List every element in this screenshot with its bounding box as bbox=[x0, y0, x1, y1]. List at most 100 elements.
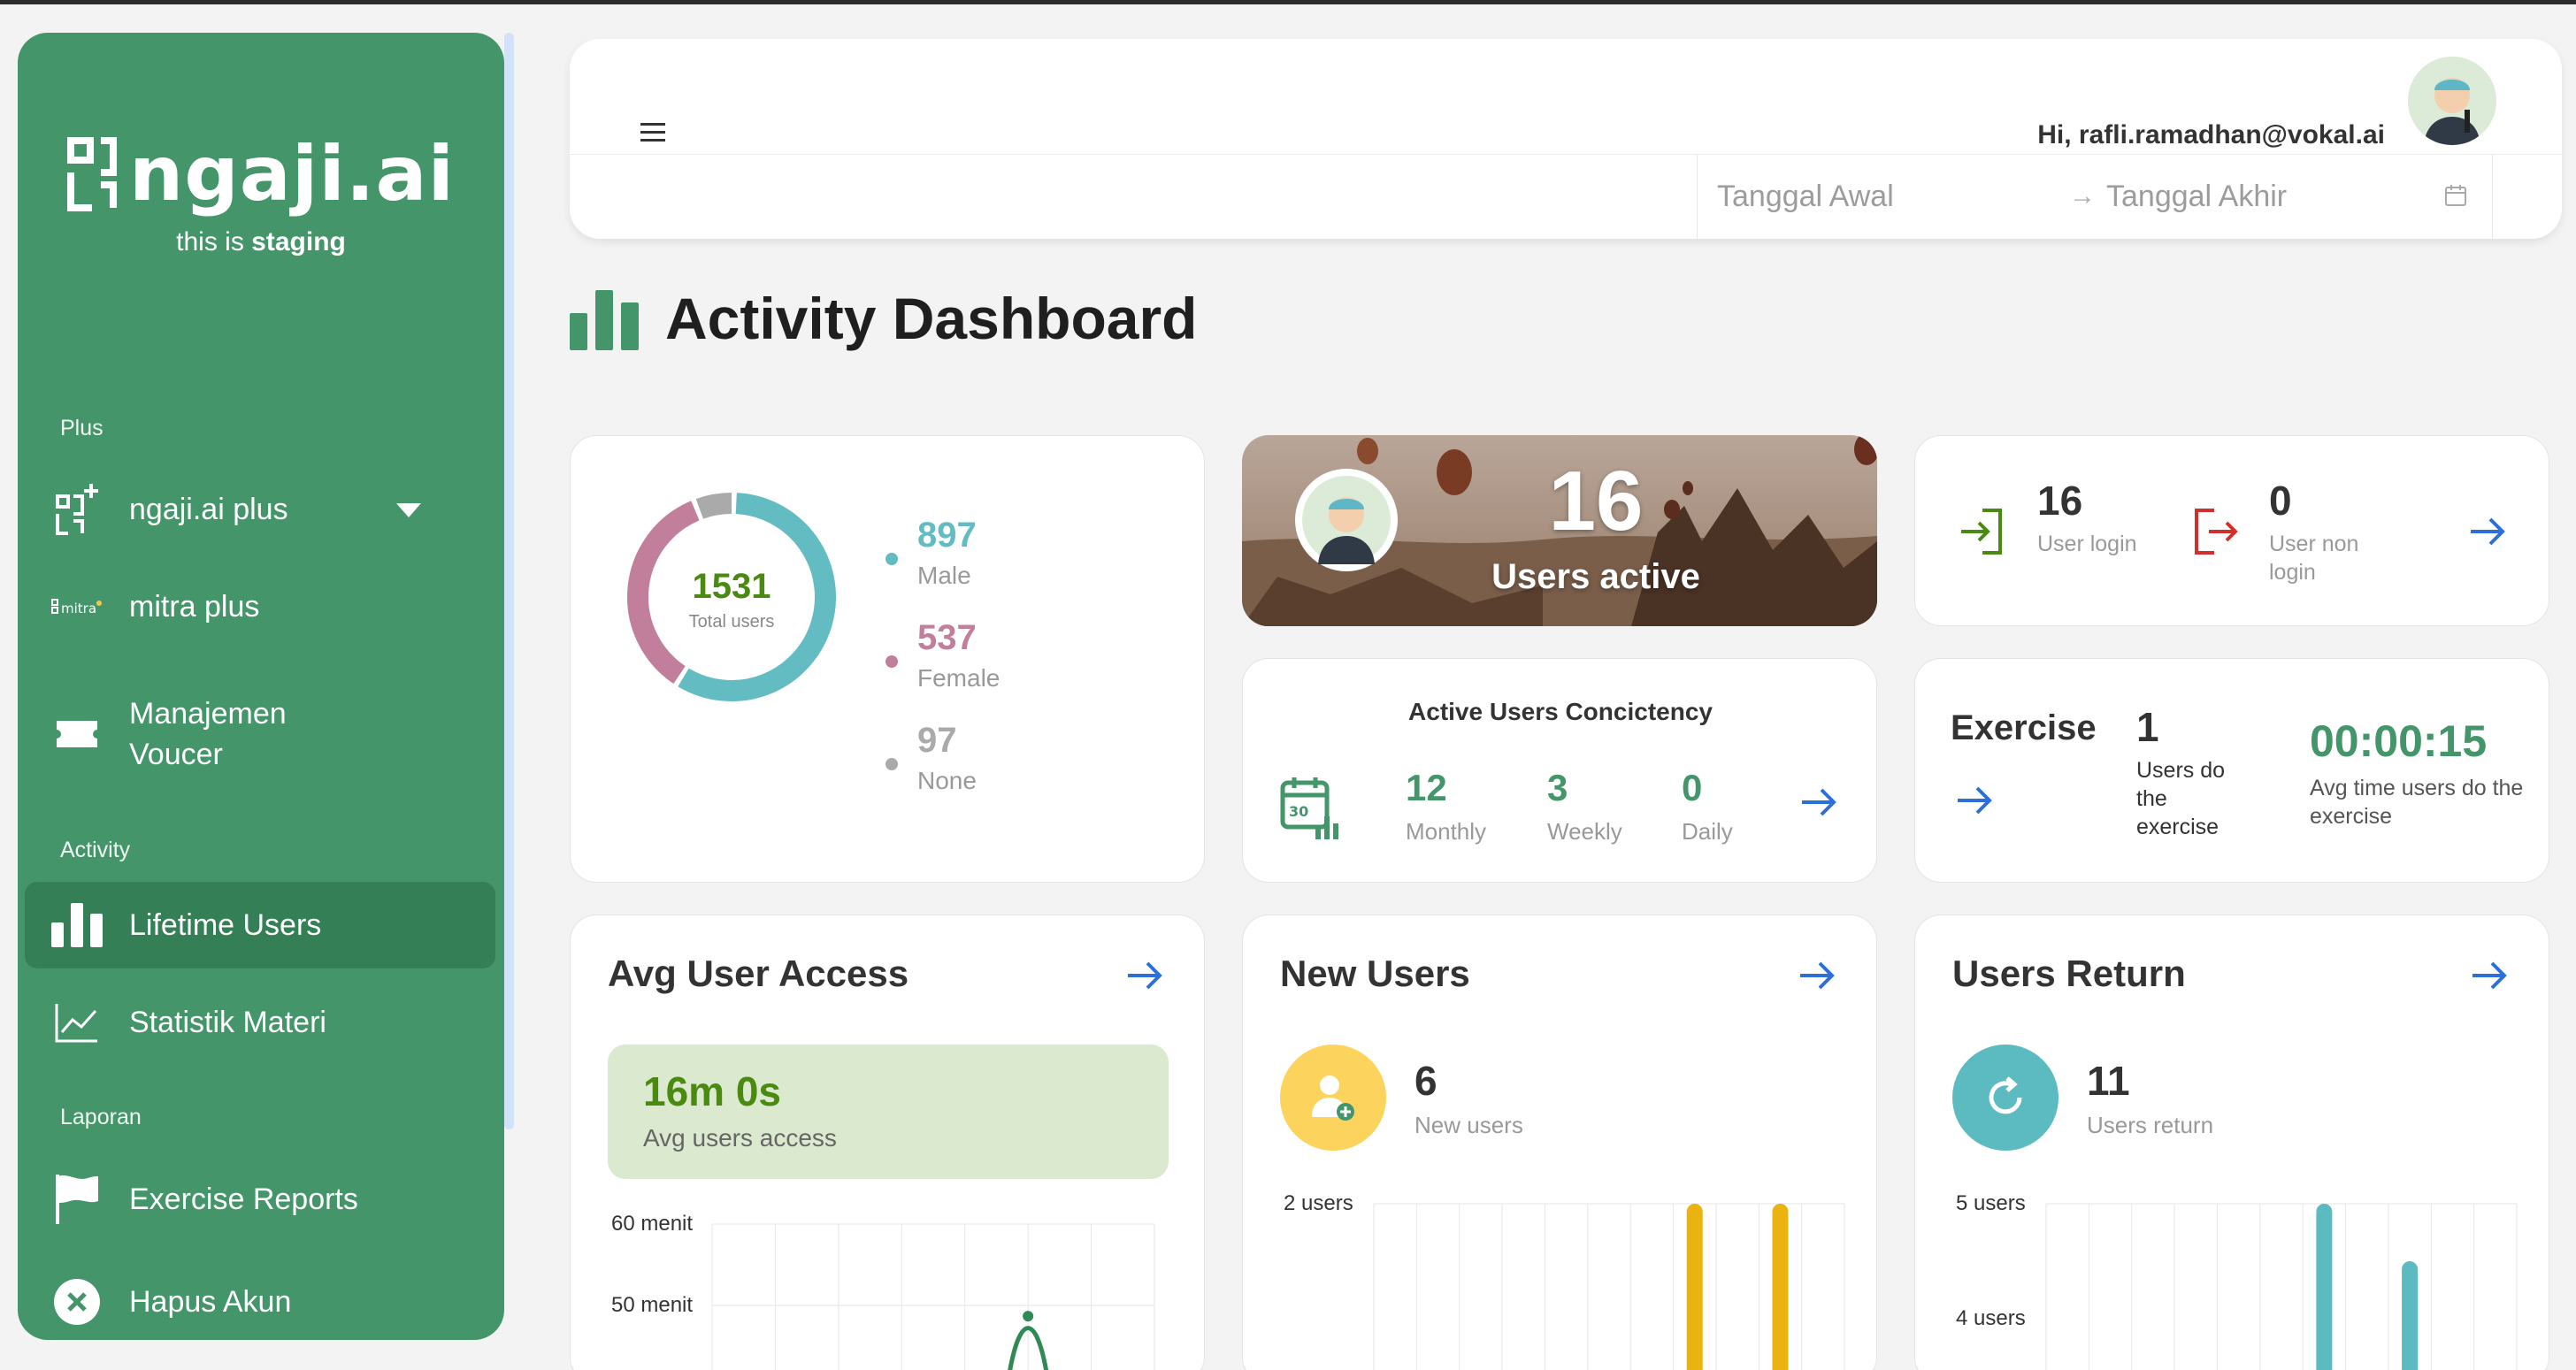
arrow-right-icon[interactable] bbox=[1800, 786, 1837, 818]
new-users-label: New users bbox=[1414, 1112, 1523, 1138]
user-nonlogin-label: User non login bbox=[2269, 532, 2359, 585]
gender-card: 1531 Total users 897 Male 537 Female 97 … bbox=[570, 435, 1205, 883]
calendar-icon[interactable] bbox=[2444, 184, 2467, 207]
new-users-title: New Users bbox=[1280, 953, 1470, 994]
sidebar-item-label: mitra plus bbox=[129, 590, 260, 624]
brand-name: ngaji.ai bbox=[129, 130, 455, 218]
user-greeting: Hi, rafli.ramadhan@vokal.ai bbox=[2037, 120, 2385, 149]
sidebar-item-label: Exercise Reports bbox=[129, 1182, 358, 1216]
arrow-right-icon[interactable] bbox=[1126, 960, 1163, 991]
avg-access-label: Avg users access bbox=[643, 1124, 837, 1152]
users-return-label: Users return bbox=[2087, 1112, 2214, 1138]
arrow-right-icon[interactable] bbox=[1956, 784, 1993, 816]
login-card: 16 User login 0 User non login bbox=[1914, 435, 2549, 626]
date-end-input[interactable]: Tanggal Akhir bbox=[2106, 179, 2288, 213]
new-users-card: New Users 6 New users 2 users bbox=[1242, 915, 1877, 1370]
arrow-right-icon[interactable] bbox=[2471, 960, 2508, 991]
legend-dot bbox=[886, 758, 898, 770]
exercise-avg-label: Avg time users do the exercise bbox=[2310, 776, 2524, 829]
arrow-right-icon[interactable] bbox=[1798, 960, 1836, 991]
sidebar-item-label: Lifetime Users bbox=[129, 908, 322, 942]
donut-segment-none[interactable] bbox=[695, 493, 732, 519]
sidebar-item-ngaji-plus[interactable]: ngaji.ai plus bbox=[25, 466, 495, 553]
ngaji-logo-icon bbox=[67, 137, 118, 211]
daily-label: Daily bbox=[1682, 818, 1733, 845]
bar[interactable] bbox=[1686, 1204, 1703, 1370]
sidebar-item-lifetime-users[interactable]: Lifetime Users bbox=[25, 882, 495, 968]
add-user-icon bbox=[1312, 1075, 1354, 1121]
sidebar-item-mitra-plus[interactable]: mitra mitra plus bbox=[25, 563, 495, 650]
y-tick-label: 60 menit bbox=[611, 1212, 694, 1236]
sidebar-item-statistik-materi[interactable]: Statistik Materi bbox=[25, 979, 495, 1066]
brand-logo[interactable]: ngaji.ai this is staging bbox=[18, 130, 504, 257]
sidebar-item-hapus-akun[interactable]: Hapus Akun bbox=[25, 1259, 495, 1340]
gender-donut-chart bbox=[627, 493, 836, 701]
users-return-value: 11 bbox=[2087, 1058, 2130, 1104]
users-active-avatar bbox=[1295, 469, 1398, 571]
total-users-value: 1531 bbox=[692, 567, 771, 606]
users-active-card[interactable]: 16 Users active bbox=[1242, 435, 1877, 626]
bar[interactable] bbox=[2402, 1261, 2419, 1370]
y-tick-label: 2 users bbox=[1284, 1191, 1353, 1215]
sidebar-scrollbar[interactable] bbox=[504, 33, 514, 1129]
date-range-picker[interactable]: Tanggal Awal → Tanggal Akhir bbox=[1697, 154, 2493, 239]
logout-icon bbox=[2195, 509, 2238, 555]
menu-icon[interactable] bbox=[640, 123, 665, 147]
avg-access-chart: 60 menit 50 menit bbox=[571, 1212, 1204, 1370]
top-header: Hi, rafli.ramadhan@vokal.ai Tanggal Awal… bbox=[570, 39, 2562, 239]
legend-dot bbox=[886, 553, 898, 565]
header-divider bbox=[570, 154, 2562, 155]
svg-text:30: 30 bbox=[1289, 803, 1308, 820]
line-series[interactable] bbox=[1005, 1326, 1051, 1370]
exercise-avg-time: 00:00:15 bbox=[2310, 716, 2488, 766]
env-label: this is staging bbox=[18, 227, 504, 257]
male-label: Male bbox=[917, 562, 971, 589]
users-active-label: Users active bbox=[1491, 557, 1700, 596]
calendar-stats-icon: 30 bbox=[1280, 777, 1338, 839]
refresh-icon bbox=[1989, 1076, 2022, 1114]
female-value: 537 bbox=[917, 618, 977, 657]
bar[interactable] bbox=[1772, 1204, 1789, 1370]
weekly-value: 3 bbox=[1547, 767, 1568, 808]
ngaji-plus-icon bbox=[56, 484, 98, 535]
donut-segment-male[interactable] bbox=[678, 493, 836, 701]
users-return-title: Users Return bbox=[1952, 953, 2186, 994]
window-top-border bbox=[0, 0, 2576, 4]
new-users-bar-chart bbox=[1373, 1203, 1845, 1370]
total-users-label: Total users bbox=[688, 612, 775, 631]
ticket-icon bbox=[57, 721, 97, 747]
page-title: Activity Dashboard bbox=[665, 286, 1198, 351]
sidebar-item-manajemen-voucer[interactable]: Manajemen Voucer bbox=[25, 685, 495, 783]
weekly-label: Weekly bbox=[1547, 818, 1622, 845]
avatar[interactable] bbox=[2408, 57, 2496, 145]
sidebar-item-exercise-reports[interactable]: Exercise Reports bbox=[25, 1156, 495, 1243]
env-prefix: this is bbox=[176, 227, 244, 256]
bar[interactable] bbox=[2316, 1204, 2333, 1370]
bar-chart-icon bbox=[51, 903, 103, 947]
donut-segment-female[interactable] bbox=[627, 501, 700, 685]
section-activity: Activity bbox=[60, 838, 131, 862]
user-login-label: User login bbox=[2037, 532, 2137, 556]
avg-access-line-chart bbox=[711, 1223, 1155, 1370]
line-chart-icon bbox=[55, 1004, 97, 1043]
sidebar: ngaji.ai this is staging Plus ngaji.ai p… bbox=[18, 33, 504, 1340]
users-return-badge bbox=[1952, 1045, 2058, 1151]
sidebar-item-label: Manajemen Voucer bbox=[129, 697, 287, 771]
exercise-title: Exercise bbox=[1951, 708, 2097, 747]
users-active-value: 16 bbox=[1548, 454, 1644, 548]
sidebar-item-label: Statistik Materi bbox=[129, 1006, 326, 1039]
arrow-right-icon[interactable] bbox=[2469, 516, 2506, 547]
section-laporan: Laporan bbox=[60, 1105, 142, 1129]
user-login-value: 16 bbox=[2037, 478, 2083, 524]
chevron-down-icon[interactable] bbox=[396, 503, 421, 517]
male-value: 897 bbox=[917, 516, 977, 555]
y-tick-label: 50 menit bbox=[611, 1293, 694, 1317]
env-name: staging bbox=[251, 227, 346, 256]
flag-icon bbox=[56, 1175, 98, 1224]
avg-access-title: Avg User Access bbox=[608, 953, 909, 994]
date-start-input[interactable]: Tanggal Awal bbox=[1717, 179, 1894, 213]
sidebar-item-label: ngaji.ai plus bbox=[129, 493, 288, 526]
y-tick-label: 4 users bbox=[1956, 1306, 2026, 1330]
data-point[interactable] bbox=[1023, 1311, 1034, 1322]
avatar-illustration bbox=[1302, 476, 1391, 564]
